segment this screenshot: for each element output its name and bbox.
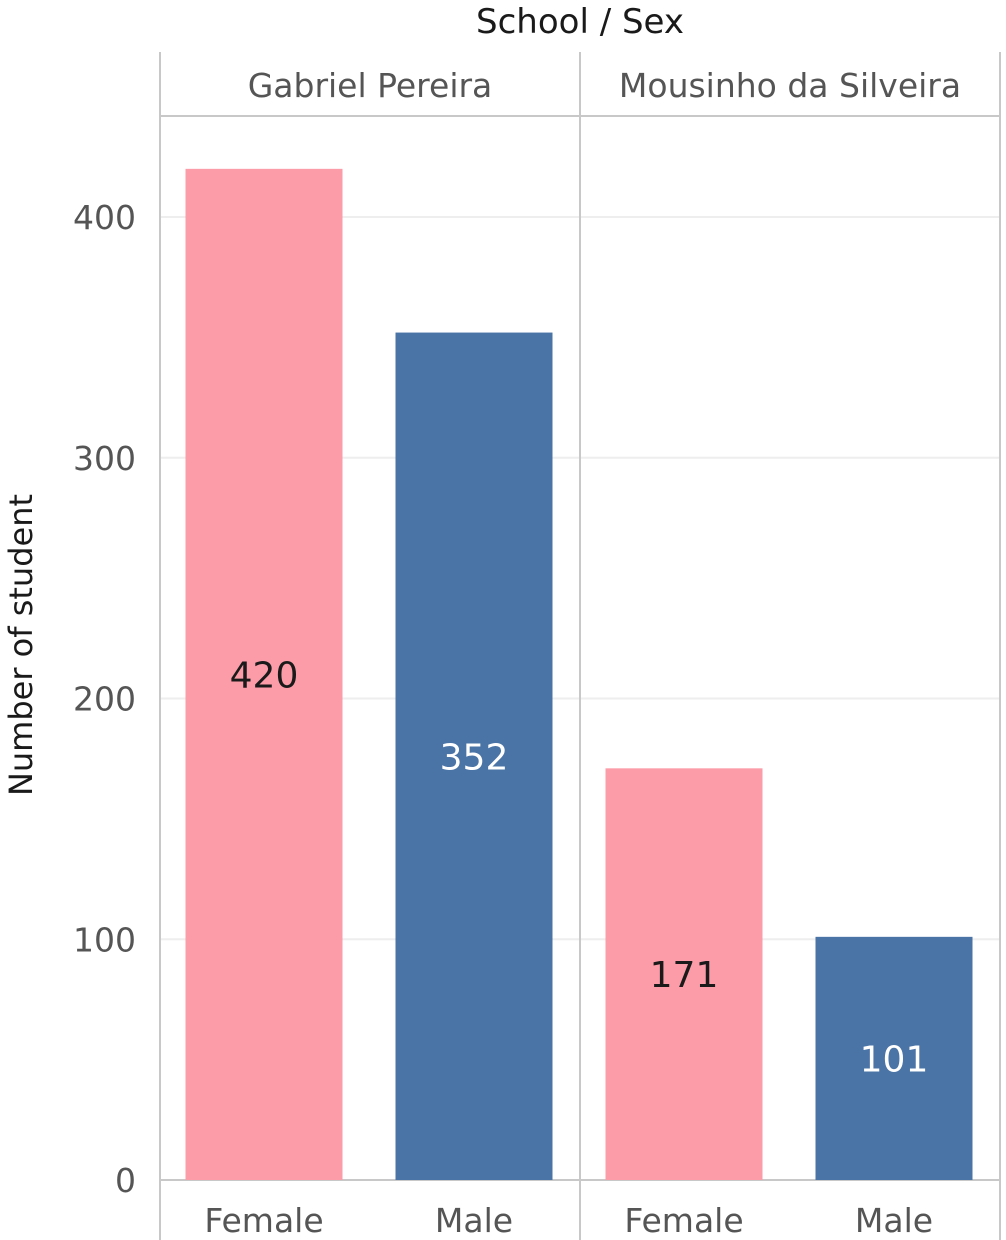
y-tick-label: 100 [73, 920, 136, 959]
category-label: Male [435, 1201, 513, 1240]
data-label: 171 [650, 955, 719, 996]
panel-label: Mousinho da Silveira [619, 66, 961, 105]
data-labels: 420 352 171 101 [230, 655, 929, 1080]
bar-male [395, 332, 553, 1180]
y-tick-label: 300 [73, 439, 136, 478]
y-tick-label: 200 [73, 680, 136, 719]
y-axis-ticks: 0 100 200 300 400 [73, 198, 136, 1200]
bar-male [815, 936, 973, 1180]
data-label: 101 [860, 1039, 929, 1080]
y-tick-label: 400 [73, 198, 136, 237]
data-label: 420 [230, 655, 299, 696]
data-label: 352 [440, 737, 509, 778]
category-label: Female [204, 1201, 323, 1240]
panel-label: Gabriel Pereira [248, 66, 493, 105]
y-tick-label: 0 [115, 1161, 136, 1200]
bar-female [605, 768, 763, 1180]
bar-female [185, 168, 343, 1181]
category-label: Female [624, 1201, 743, 1240]
y-axis-label: Number of student [2, 494, 40, 796]
category-label: Male [855, 1201, 933, 1240]
category-labels: Female Male Female Male [204, 1201, 933, 1240]
panel-labels: Gabriel Pereira Mousinho da Silveira [248, 66, 961, 105]
bars [185, 168, 973, 1181]
chart-title: School / Sex [476, 2, 684, 42]
